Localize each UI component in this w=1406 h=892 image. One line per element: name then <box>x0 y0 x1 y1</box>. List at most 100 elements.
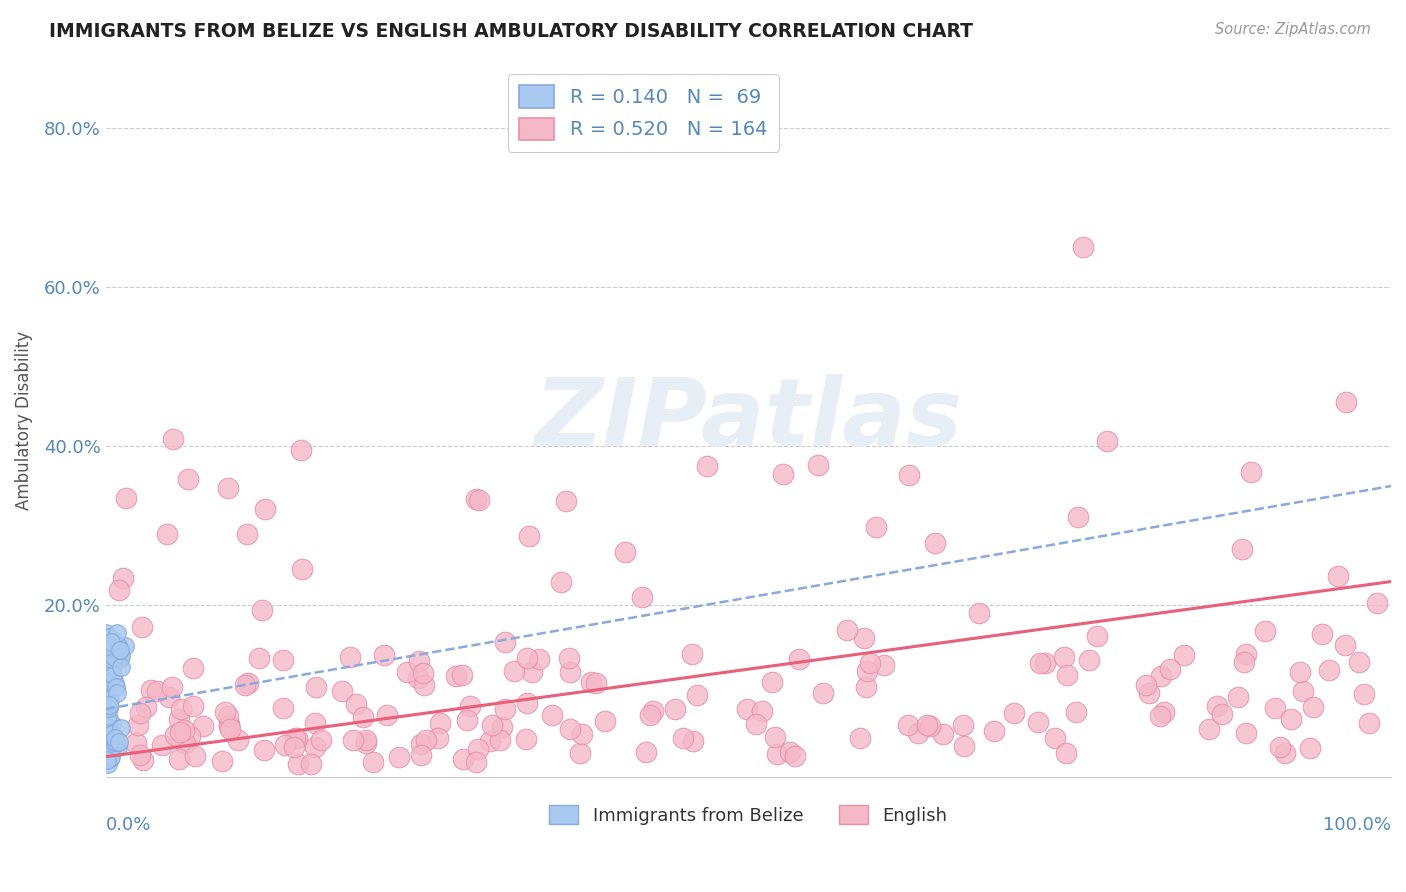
Point <box>363 755 385 769</box>
Point <box>101 739 124 754</box>
Point <box>1056 668 1078 682</box>
Point <box>807 458 830 473</box>
Point <box>967 606 990 620</box>
Point <box>865 520 887 534</box>
Point <box>304 716 326 731</box>
Point <box>100 717 122 731</box>
Point <box>131 620 153 634</box>
Point <box>236 675 259 690</box>
Point <box>103 735 125 749</box>
Point <box>284 731 307 745</box>
Point <box>104 731 127 745</box>
Point <box>290 562 312 576</box>
Point <box>464 755 486 769</box>
Point <box>105 735 128 749</box>
Point <box>299 757 322 772</box>
Point <box>1292 683 1315 698</box>
Point <box>1348 655 1371 669</box>
Point <box>94 638 117 652</box>
Point <box>98 748 121 763</box>
Point <box>1149 669 1171 683</box>
Point <box>98 648 121 662</box>
Point <box>96 711 118 725</box>
Point <box>527 652 550 666</box>
Point <box>101 668 124 682</box>
Point <box>558 722 581 736</box>
Point <box>98 714 121 728</box>
Point <box>783 749 806 764</box>
Point <box>952 718 974 732</box>
Point <box>110 643 132 657</box>
Point <box>571 727 593 741</box>
Point <box>191 719 214 733</box>
Point <box>664 702 686 716</box>
Point <box>96 753 118 767</box>
Point <box>1288 665 1310 680</box>
Point <box>101 646 124 660</box>
Point <box>146 684 169 698</box>
Point <box>1071 240 1094 254</box>
Point <box>585 676 607 690</box>
Point <box>344 697 367 711</box>
Point <box>581 675 603 690</box>
Point <box>451 752 474 766</box>
Point <box>98 670 121 684</box>
Point <box>330 684 353 698</box>
Point <box>339 649 361 664</box>
Point <box>855 680 877 694</box>
Point <box>765 747 787 761</box>
Point <box>1206 699 1229 714</box>
Point <box>873 658 896 673</box>
Point <box>103 634 125 648</box>
Point <box>630 590 652 604</box>
Text: 100.0%: 100.0% <box>1323 816 1391 834</box>
Point <box>97 700 120 714</box>
Point <box>745 716 768 731</box>
Point <box>97 699 120 714</box>
Point <box>1085 629 1108 643</box>
Point <box>465 491 488 506</box>
Point <box>983 724 1005 739</box>
Point <box>108 583 131 598</box>
Point <box>107 639 129 653</box>
Point <box>181 698 204 713</box>
Point <box>173 736 195 750</box>
Point <box>1137 686 1160 700</box>
Point <box>516 696 538 710</box>
Point <box>478 733 501 747</box>
Point <box>309 732 332 747</box>
Point <box>917 718 939 732</box>
Point <box>932 727 955 741</box>
Point <box>412 666 434 681</box>
Point <box>1357 716 1379 731</box>
Point <box>907 726 929 740</box>
Y-axis label: Ambulatory Disability: Ambulatory Disability <box>15 331 32 510</box>
Point <box>593 714 616 728</box>
Point <box>110 721 132 735</box>
Point <box>97 630 120 644</box>
Point <box>1095 434 1118 448</box>
Point <box>1334 395 1357 409</box>
Point <box>103 659 125 673</box>
Text: 0.0%: 0.0% <box>105 816 152 834</box>
Point <box>184 748 207 763</box>
Point <box>157 690 180 704</box>
Point <box>274 738 297 752</box>
Point <box>96 697 118 711</box>
Point <box>494 702 516 716</box>
Point <box>271 701 294 715</box>
Point <box>96 720 118 734</box>
Point <box>456 713 478 727</box>
Point <box>352 710 374 724</box>
Point <box>226 732 249 747</box>
Point <box>1302 699 1324 714</box>
Point <box>375 707 398 722</box>
Point <box>1274 746 1296 760</box>
Point <box>641 704 664 718</box>
Point <box>354 733 377 747</box>
Point <box>97 684 120 698</box>
Point <box>1254 624 1277 638</box>
Point <box>1053 650 1076 665</box>
Point <box>233 678 256 692</box>
Point <box>837 624 859 638</box>
